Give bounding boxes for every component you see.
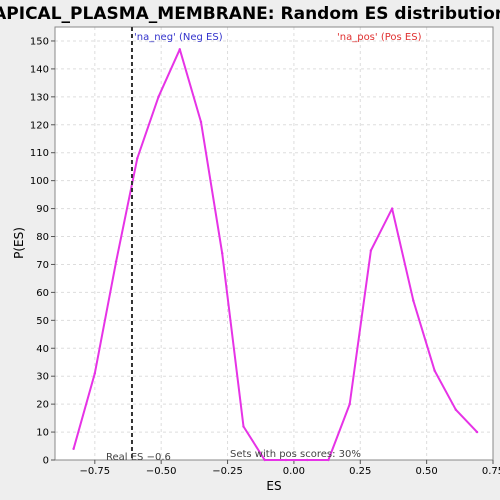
y-tick-label: 120 — [30, 120, 49, 131]
gridlines — [55, 27, 494, 461]
x-tick-label: 0.50 — [416, 466, 438, 477]
y-axis-label: P(ES) — [12, 227, 26, 259]
y-tick-label: 50 — [36, 316, 49, 327]
plot-area — [55, 27, 493, 460]
neg-es-label: 'na_neg' (Neg ES) — [134, 32, 223, 43]
y-tick-label: 20 — [36, 400, 49, 411]
x-tick-label: 0.25 — [349, 466, 371, 477]
y-tick-label: 0 — [43, 456, 49, 467]
real-es-label: Real ES −0.6 — [106, 452, 171, 463]
x-tick-labels: −0.75 −0.50 −0.25 0.00 0.25 0.50 0.75 — [79, 466, 500, 477]
chart-title: APICAL_PLASMA_MEMBRANE: Random ES distri… — [0, 4, 500, 24]
data-point — [433, 369, 436, 372]
series — [72, 48, 479, 462]
data-point — [284, 458, 288, 462]
y-tick-label: 150 — [30, 36, 49, 47]
data-point — [72, 447, 75, 451]
data-point — [157, 95, 160, 99]
data-point — [305, 458, 309, 462]
y-tick-label: 130 — [30, 92, 49, 103]
data-point — [221, 252, 224, 255]
data-point — [348, 402, 351, 406]
x-tick-label: −0.75 — [79, 466, 110, 477]
y-tick-label: 40 — [36, 344, 49, 355]
y-tick-label: 30 — [36, 372, 49, 383]
data-point — [199, 120, 203, 124]
data-point — [93, 372, 97, 375]
series-line — [72, 48, 478, 461]
pos-scores-label: Sets with pos scores: 30% — [230, 449, 361, 460]
y-tick-label: 100 — [30, 176, 49, 187]
data-point — [412, 299, 415, 302]
x-tick-label: −0.50 — [146, 466, 177, 477]
y-tick-label: 90 — [36, 204, 49, 215]
y-tick-label: 80 — [36, 232, 49, 243]
data-point — [475, 430, 479, 434]
y-tick-label: 110 — [30, 148, 49, 159]
y-tick-label: 60 — [36, 288, 49, 299]
x-tick-label: 0.00 — [283, 466, 305, 477]
x-tick-label: 0.75 — [482, 466, 500, 477]
pos-es-label: 'na_pos' (Pos ES) — [337, 32, 422, 43]
data-point — [263, 458, 266, 462]
x-tick-label: −0.25 — [212, 466, 243, 477]
data-point — [178, 48, 181, 51]
y-tick-label: 70 — [36, 260, 49, 271]
y-tick-label: 10 — [36, 428, 49, 439]
data-point — [390, 207, 394, 210]
data-point — [369, 249, 373, 252]
x-axis-label: ES — [266, 479, 281, 493]
y-tick-labels: 0 10 20 30 40 50 60 70 80 90 100 110 120 130 140 150 — [30, 36, 49, 466]
data-point — [327, 458, 330, 462]
data-point — [242, 425, 245, 428]
data-point — [136, 157, 139, 160]
data-point — [454, 408, 458, 411]
data-point — [114, 260, 118, 263]
y-tick-label: 140 — [30, 64, 49, 75]
